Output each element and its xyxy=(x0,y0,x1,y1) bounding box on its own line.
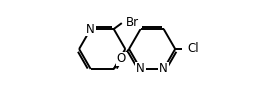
Text: N: N xyxy=(86,23,95,35)
Text: Cl: Cl xyxy=(188,43,199,55)
Text: Br: Br xyxy=(126,16,139,29)
Text: N: N xyxy=(136,63,145,75)
Text: O: O xyxy=(117,53,126,65)
Text: N: N xyxy=(159,63,168,75)
